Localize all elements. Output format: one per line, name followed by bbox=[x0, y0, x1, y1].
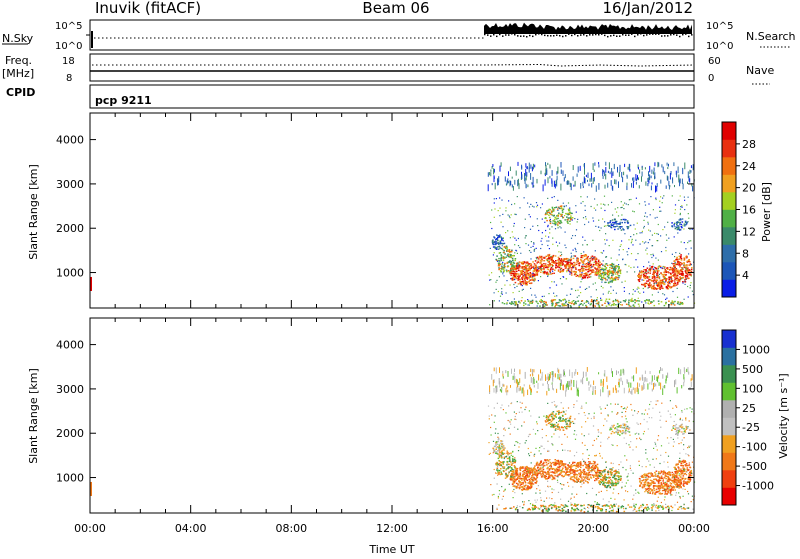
nsearch-tick-bottom: 10^0 bbox=[706, 41, 733, 52]
colorbar-tick-label: 8 bbox=[742, 247, 749, 260]
x-tick-label: 00:00 bbox=[74, 522, 106, 535]
colorbar-swatch bbox=[722, 262, 736, 280]
colorbar-swatch bbox=[722, 435, 736, 453]
y-tick-label: 1000 bbox=[56, 472, 84, 485]
x-tick-label: 12:00 bbox=[376, 522, 408, 535]
power-colorbar-label: Power [dB] bbox=[760, 182, 773, 242]
colorbar-tick-label: 1000 bbox=[742, 343, 770, 356]
beam-title: Beam 06 bbox=[362, 0, 429, 17]
colorbar-swatch bbox=[722, 245, 736, 263]
nsky-tick-top: 10^5 bbox=[55, 21, 82, 32]
x-tick-label: 16:00 bbox=[477, 522, 509, 535]
nsearch-tick-top: 10^5 bbox=[706, 21, 733, 32]
velocity-heatmap bbox=[90, 367, 695, 513]
colorbar-swatch bbox=[722, 192, 736, 210]
colorbar-tick-label: -100 bbox=[742, 441, 767, 454]
station-title: Inuvik (fitACF) bbox=[95, 0, 201, 17]
time-axis: 00:00 04:00 08:00 12:00 16:00 20:00 00:00 bbox=[74, 522, 710, 535]
colorbar-tick-label: 28 bbox=[742, 138, 756, 151]
nsky-tick-bottom: 10^0 bbox=[55, 41, 82, 52]
colorbar-tick-label: 20 bbox=[742, 182, 756, 195]
freq-tick-top: 18 bbox=[62, 56, 75, 67]
y-tick-label: 2000 bbox=[56, 222, 84, 235]
colorbar-swatch bbox=[722, 122, 736, 140]
colorbar-tick-label: 4 bbox=[742, 269, 749, 282]
y-tick-label: 3000 bbox=[56, 383, 84, 396]
colorbar-tick-label: 500 bbox=[742, 363, 763, 376]
x-tick-label: 08:00 bbox=[275, 522, 307, 535]
power-axes: 1000 2000 3000 4000 bbox=[56, 113, 694, 308]
velocity-axes: 1000 2000 3000 4000 bbox=[56, 318, 694, 513]
time-axis-label: Time UT bbox=[368, 543, 414, 554]
y-tick-label: 4000 bbox=[56, 134, 84, 147]
y-tick-label: 4000 bbox=[56, 339, 84, 352]
colorbar-tick-label: 100 bbox=[742, 382, 763, 395]
colorbar-tick-label: 12 bbox=[742, 225, 756, 238]
velocity-ylabel: Slant Range [km] bbox=[27, 368, 40, 464]
colorbar-tick-label: -500 bbox=[742, 460, 767, 473]
colorbar-swatch bbox=[722, 227, 736, 245]
colorbar-swatch bbox=[722, 330, 736, 348]
power-colorbar: 4 8 12 16 20 24 28 Power [dB] bbox=[722, 122, 773, 297]
date-title: 16/Jan/2012 bbox=[603, 0, 694, 17]
x-tick-label: 00:00 bbox=[678, 522, 710, 535]
cpid-label: CPID bbox=[6, 86, 35, 99]
nsky-series bbox=[484, 23, 693, 38]
colorbar-swatch bbox=[722, 383, 736, 401]
nsky-label: N.Sky bbox=[2, 32, 34, 45]
colorbar-tick-label: 24 bbox=[742, 160, 756, 173]
cpid-value: pcp 9211 bbox=[95, 94, 152, 107]
colorbar-swatch bbox=[722, 348, 736, 366]
colorbar-swatch bbox=[722, 400, 736, 418]
freq-panel: Freq. [MHz] 18 8 60 0 Nave bbox=[2, 54, 774, 84]
nsky-panel: N.Sky 10^5 10^0 10^5 10^0 N.Search bbox=[2, 20, 796, 52]
colorbar-swatch bbox=[722, 140, 736, 158]
colorbar-swatch bbox=[722, 280, 736, 298]
x-tick-label: 04:00 bbox=[175, 522, 207, 535]
freq-label: Freq. bbox=[5, 54, 32, 67]
cpid-panel: CPID pcp 9211 bbox=[6, 85, 694, 108]
colorbar-swatch bbox=[722, 488, 736, 506]
colorbar-swatch bbox=[722, 210, 736, 228]
colorbar-swatch bbox=[722, 418, 736, 436]
freq-unit: [MHz] bbox=[2, 67, 34, 80]
power-ylabel: Slant Range [km] bbox=[27, 164, 40, 260]
colorbar-swatch bbox=[722, 157, 736, 175]
colorbar-tick-label: -25 bbox=[742, 421, 760, 434]
velocity-panel: 1000 2000 3000 4000 Slant Range [km] bbox=[27, 318, 695, 513]
colorbar-tick-label: 25 bbox=[742, 402, 756, 415]
colorbar-swatch bbox=[722, 453, 736, 471]
x-tick-label: 20:00 bbox=[577, 522, 609, 535]
nave-label: Nave bbox=[746, 64, 774, 77]
nsky-band bbox=[484, 23, 692, 34]
y-tick-label: 3000 bbox=[56, 178, 84, 191]
velocity-colorbar-label: Velocity [m s⁻¹] bbox=[777, 373, 790, 458]
nave-tick-bottom: 0 bbox=[708, 73, 714, 84]
colorbar-swatch bbox=[722, 365, 736, 383]
power-panel: 1000 2000 3000 4000 Slant Range [km] bbox=[27, 113, 695, 308]
freq-tick-bottom: 8 bbox=[66, 73, 72, 84]
colorbar-tick-label: 16 bbox=[742, 204, 756, 217]
velocity-colorbar: -1000 -500 -100 -25 25 100 500 1000 Velocity [m… bbox=[722, 330, 790, 505]
colorbar-tick-label: -1000 bbox=[742, 480, 774, 493]
nsearch-label: N.Search bbox=[746, 30, 796, 43]
y-tick-label: 2000 bbox=[56, 427, 84, 440]
nave-tick-top: 60 bbox=[708, 56, 721, 67]
colorbar-swatch bbox=[722, 470, 736, 488]
power-heatmap bbox=[90, 162, 695, 308]
y-tick-label: 1000 bbox=[56, 267, 84, 280]
colorbar-swatch bbox=[722, 175, 736, 193]
